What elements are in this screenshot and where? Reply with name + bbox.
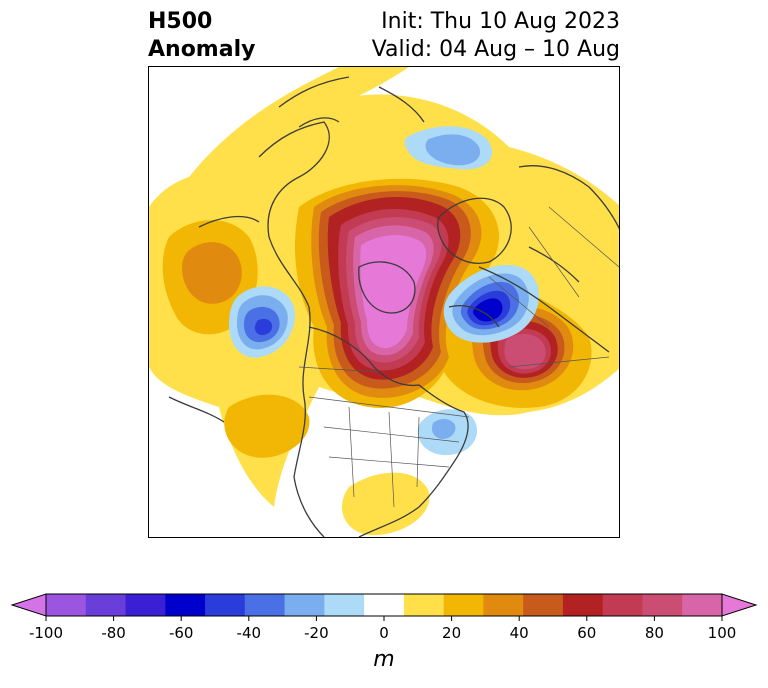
colorbar-tick-label: -40: [237, 624, 262, 642]
colorbar-extend-min: [10, 593, 47, 617]
title-left: H500 Anomaly: [148, 8, 255, 64]
init-time: Init: Thu 10 Aug 2023: [381, 9, 620, 34]
colorbar-tick-label: 60: [577, 624, 596, 642]
title-variable: H500: [148, 9, 213, 34]
valid-range: Valid: 04 Aug – 10 Aug: [371, 37, 620, 62]
colorbar-bin: [602, 594, 643, 616]
colorbar-bin: [443, 594, 484, 616]
colorbar-bin: [483, 594, 524, 616]
anomaly-fill-10-north: [189, 67, 409, 177]
colorbar-tick-label: -80: [101, 624, 126, 642]
colorbar-tick-label: 80: [645, 624, 664, 642]
colorbar-tick-label: -60: [169, 624, 194, 642]
colorbar-bin: [324, 594, 365, 616]
title-type: Anomaly: [148, 37, 256, 62]
colorbar-bin: [205, 594, 246, 616]
borders: [298, 206, 619, 508]
anomaly-fill-70-east: [504, 334, 546, 370]
colorbar-bin: [165, 594, 206, 616]
coastlines: [168, 76, 619, 537]
anomaly-fill-neg-west-4: [254, 318, 273, 335]
colorbar-label: m: [373, 647, 394, 672]
colorbar-bin: [46, 594, 87, 616]
anomaly-fill-10-se: [341, 472, 430, 536]
colorbar-extend-max: [721, 593, 758, 617]
anomaly-fill-neg-se-2: [431, 419, 456, 439]
colorbar-tick-label: 0: [379, 624, 389, 642]
anomaly-fill-20-sw: [224, 394, 310, 458]
colorbar-bin: [244, 594, 286, 616]
anomaly-map: [149, 67, 619, 537]
colorbar-bin: [125, 594, 166, 616]
map-panel: [148, 66, 620, 538]
colorbar-tick-label: 100: [708, 624, 737, 642]
title-right: Init: Thu 10 Aug 2023 Valid: 04 Aug – 10…: [372, 8, 620, 64]
colorbar-tick-label: -100: [29, 624, 63, 642]
anomaly-fill-90: [360, 235, 427, 349]
anomaly-fill-neg-70: [472, 298, 503, 322]
colorbar-bin: [562, 594, 604, 616]
colorbar-bin: [284, 594, 325, 616]
colorbar-bin: [682, 594, 723, 616]
colorbar-tick-label: 40: [510, 624, 529, 642]
colorbar-bin: [364, 594, 405, 616]
colorbar-bin: [523, 594, 564, 616]
colorbar-svg: -100 -80 -60 -40 -20 0 20 40 60 80 100 m: [10, 593, 758, 672]
anomaly-fill-30: [182, 242, 242, 304]
colorbar-bin: [85, 594, 127, 616]
colorbar-bin: [642, 594, 683, 616]
colorbar-bin: [403, 594, 445, 616]
colorbar-tick-label: 20: [442, 624, 461, 642]
anomaly-fill-neg-north-2: [425, 134, 481, 166]
colorbar-tick-label: -20: [304, 624, 329, 642]
colorbar: -100 -80 -60 -40 -20 0 20 40 60 80 100 m: [0, 588, 768, 684]
